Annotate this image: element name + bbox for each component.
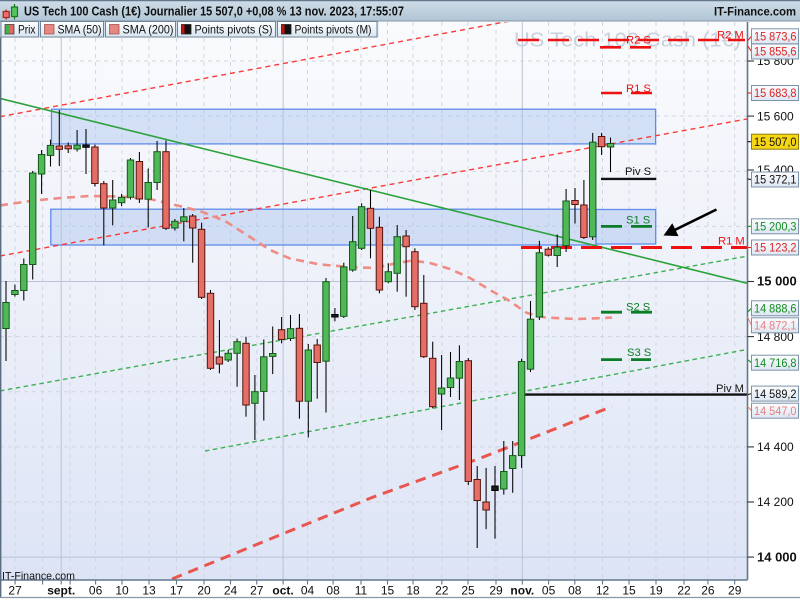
svg-text:15 873,6: 15 873,6	[754, 30, 797, 44]
svg-text:27: 27	[250, 584, 264, 598]
svg-text:15 000: 15 000	[757, 274, 797, 289]
svg-text:14 589,2: 14 589,2	[754, 387, 797, 401]
svg-text:11: 11	[355, 584, 368, 598]
svg-text:Points pivots (M): Points pivots (M)	[295, 23, 372, 37]
svg-text:S2 S: S2 S	[626, 302, 650, 314]
svg-text:oct.: oct.	[272, 584, 293, 598]
svg-text:15 507,0: 15 507,0	[754, 135, 797, 149]
svg-text:SMA (50): SMA (50)	[58, 23, 102, 37]
svg-text:13: 13	[142, 584, 156, 598]
svg-text:17: 17	[170, 584, 184, 598]
svg-text:15 372,1: 15 372,1	[754, 173, 797, 187]
svg-text:22: 22	[435, 584, 449, 598]
svg-text:14 000: 14 000	[757, 549, 797, 564]
svg-text:Points pivots (S): Points pivots (S)	[195, 23, 273, 37]
svg-text:12: 12	[596, 584, 610, 598]
svg-text:06: 06	[89, 584, 103, 598]
svg-text:05: 05	[542, 584, 556, 598]
svg-text:14 400: 14 400	[757, 440, 794, 454]
svg-text:R1 M: R1 M	[718, 236, 745, 248]
svg-text:14 200: 14 200	[757, 495, 794, 509]
svg-text:18: 18	[406, 584, 420, 598]
svg-text:14 888,6: 14 888,6	[754, 302, 797, 316]
svg-text:14 872,1: 14 872,1	[754, 319, 797, 333]
svg-text:R2 M: R2 M	[717, 30, 744, 42]
svg-text:Piv S: Piv S	[625, 166, 651, 178]
svg-text:29: 29	[728, 584, 742, 598]
svg-text:15 200,3: 15 200,3	[754, 220, 797, 234]
svg-text:SMA (200): SMA (200)	[123, 23, 174, 37]
svg-text:14 547,0: 14 547,0	[754, 404, 797, 418]
svg-text:Piv M: Piv M	[716, 383, 744, 395]
svg-text:Prix: Prix	[18, 23, 36, 37]
svg-text:08: 08	[326, 584, 340, 598]
svg-text:20: 20	[197, 584, 211, 598]
svg-text:26: 26	[701, 584, 715, 598]
svg-text:19: 19	[649, 584, 663, 598]
svg-text:24: 24	[224, 584, 238, 598]
svg-text:sept.: sept.	[47, 584, 75, 598]
svg-text:25: 25	[461, 584, 475, 598]
svg-text:15 123,2: 15 123,2	[754, 241, 797, 255]
svg-text:nov.: nov.	[510, 584, 534, 598]
svg-text:15: 15	[622, 584, 636, 598]
svg-text:IT-Finance.com: IT-Finance.com	[714, 5, 796, 19]
svg-text:15: 15	[381, 584, 395, 598]
svg-text:15 600: 15 600	[757, 109, 794, 123]
svg-text:S3 S: S3 S	[627, 347, 651, 359]
svg-text:15 855,6: 15 855,6	[754, 45, 797, 59]
svg-text:15 683,8: 15 683,8	[754, 86, 797, 100]
svg-text:10: 10	[115, 584, 129, 598]
svg-text:S1 S: S1 S	[626, 215, 650, 227]
svg-text:08: 08	[568, 584, 582, 598]
svg-text:R2 S: R2 S	[626, 35, 651, 47]
svg-text:R1 S: R1 S	[626, 83, 651, 95]
svg-text:US Tech 100 Cash (1€) Journali: US Tech 100 Cash (1€) Journalier 15 507,…	[24, 4, 404, 19]
svg-text:14 716,8: 14 716,8	[754, 356, 797, 370]
svg-text:29: 29	[489, 584, 503, 598]
svg-text:27: 27	[8, 584, 22, 598]
svg-text:04: 04	[301, 584, 315, 598]
svg-text:22: 22	[677, 584, 691, 598]
svg-text:IT-Finance.com: IT-Finance.com	[2, 571, 75, 583]
